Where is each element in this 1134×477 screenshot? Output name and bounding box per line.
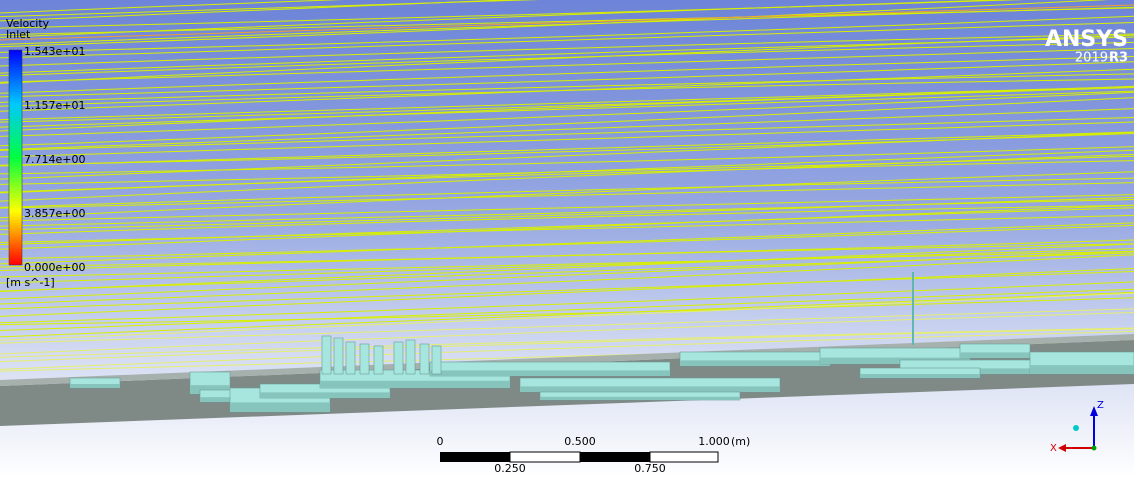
scale-segment — [440, 452, 510, 462]
axis-label: X — [1050, 443, 1057, 454]
legend-label: 0.000e+00 — [24, 261, 85, 274]
page: Velocity Inlet 1.543e+01 1.157e+01 7.714… — [0, 0, 1134, 477]
scale-unit: (m) — [731, 435, 750, 448]
legend-unit: [m s^-1] — [6, 276, 55, 289]
silo — [360, 344, 369, 374]
building-side — [860, 374, 980, 378]
logo: ANSYS — [1045, 27, 1128, 52]
logo-release: R3 — [1109, 51, 1128, 66]
legend-label: 1.543e+01 — [24, 45, 85, 58]
building-side — [680, 360, 830, 366]
scale-label: 0.250 — [494, 462, 526, 475]
building-side — [540, 397, 740, 400]
silo — [406, 340, 415, 374]
silo — [420, 344, 429, 374]
scale-label: 0 — [437, 435, 444, 448]
building-side — [260, 392, 390, 398]
silo — [334, 338, 343, 374]
scale-label: 0.750 — [634, 462, 666, 475]
building-side — [430, 370, 670, 376]
origin — [1092, 446, 1097, 451]
viewport: Velocity Inlet 1.543e+01 1.157e+01 7.714… — [0, 0, 1134, 477]
color-bar — [9, 50, 22, 265]
logo-year: 2019 — [1075, 51, 1108, 66]
building-side — [960, 352, 1030, 358]
silo — [322, 336, 331, 374]
legend-subtitle: Inlet — [6, 28, 31, 41]
silo — [346, 342, 355, 374]
scale-segment — [510, 452, 580, 462]
scale-label: 1.000 — [698, 435, 730, 448]
scale-segment — [580, 452, 650, 462]
silo — [394, 342, 403, 374]
silo — [374, 346, 383, 374]
legend-label: 1.157e+01 — [24, 99, 85, 112]
axis-y — [1073, 425, 1079, 431]
axis-label: Z — [1097, 400, 1104, 411]
building-side — [520, 386, 780, 392]
building-side — [70, 384, 120, 388]
legend-label: 7.714e+00 — [24, 153, 85, 166]
silo — [432, 346, 441, 374]
building-side — [230, 402, 330, 412]
scale-segment — [650, 452, 718, 462]
building-side — [320, 381, 510, 388]
legend-label: 3.857e+00 — [24, 207, 85, 220]
building-side — [1030, 365, 1134, 374]
scale-label: 0.500 — [564, 435, 596, 448]
